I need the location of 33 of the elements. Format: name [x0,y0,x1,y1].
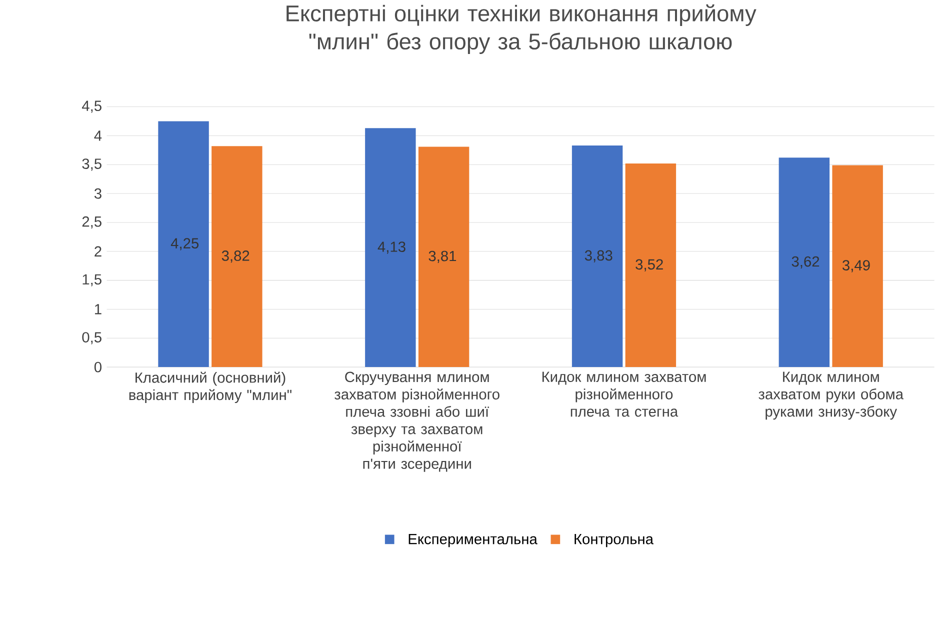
data-label: 3,82 [222,250,250,263]
bar [778,158,830,368]
data-label: 3,52 [636,259,663,272]
y-tick-label: 1 [95,304,102,314]
data-label: 3,83 [584,250,612,263]
bar [418,146,470,368]
legend-label: Контрольна [574,534,654,548]
bar [365,128,416,368]
bar [832,165,883,368]
legend-label: Експериментальна [408,534,538,548]
x-tick-label: Класичний (основний) варіант прийому "млин" [129,372,292,404]
x-tick-label: Скручування млином захватом різнойменного плеча ззовні або шиї зверху та захватом різнойменної п'яти зсередини [334,372,500,472]
x-tick-label: Кидок млином захватом руки обома руками знизу-збоку [758,372,904,420]
data-label: 3,81 [428,250,456,264]
bar [625,164,676,368]
y-tick-label: 2,5 [82,216,102,229]
bar [572,146,623,368]
data-label: 4,13 [378,242,406,254]
y-tick-label: 0,5 [82,332,102,344]
bar [158,121,209,368]
y-tick-label: 3 [94,188,102,199]
bar [212,146,262,368]
chart-title: Експертні оцінки техніки виконання прийому "млин" без опору за 5-бальною шкалою [286,4,756,54]
y-tick-label: 0 [94,362,102,372]
data-label: 3,62 [792,256,820,269]
y-tick-label: 2 [94,246,102,257]
x-tick-label: Кидок млином захватом різнойменного плеча та стегна [542,372,706,417]
y-tick-label: 4 [94,130,102,141]
y-tick-label: 4,5 [82,100,102,113]
data-label: 3,49 [842,260,870,272]
y-tick-label: 1,5 [82,274,102,286]
y-tick-label: 3,5 [82,158,102,171]
data-label: 4,25 [170,238,199,250]
